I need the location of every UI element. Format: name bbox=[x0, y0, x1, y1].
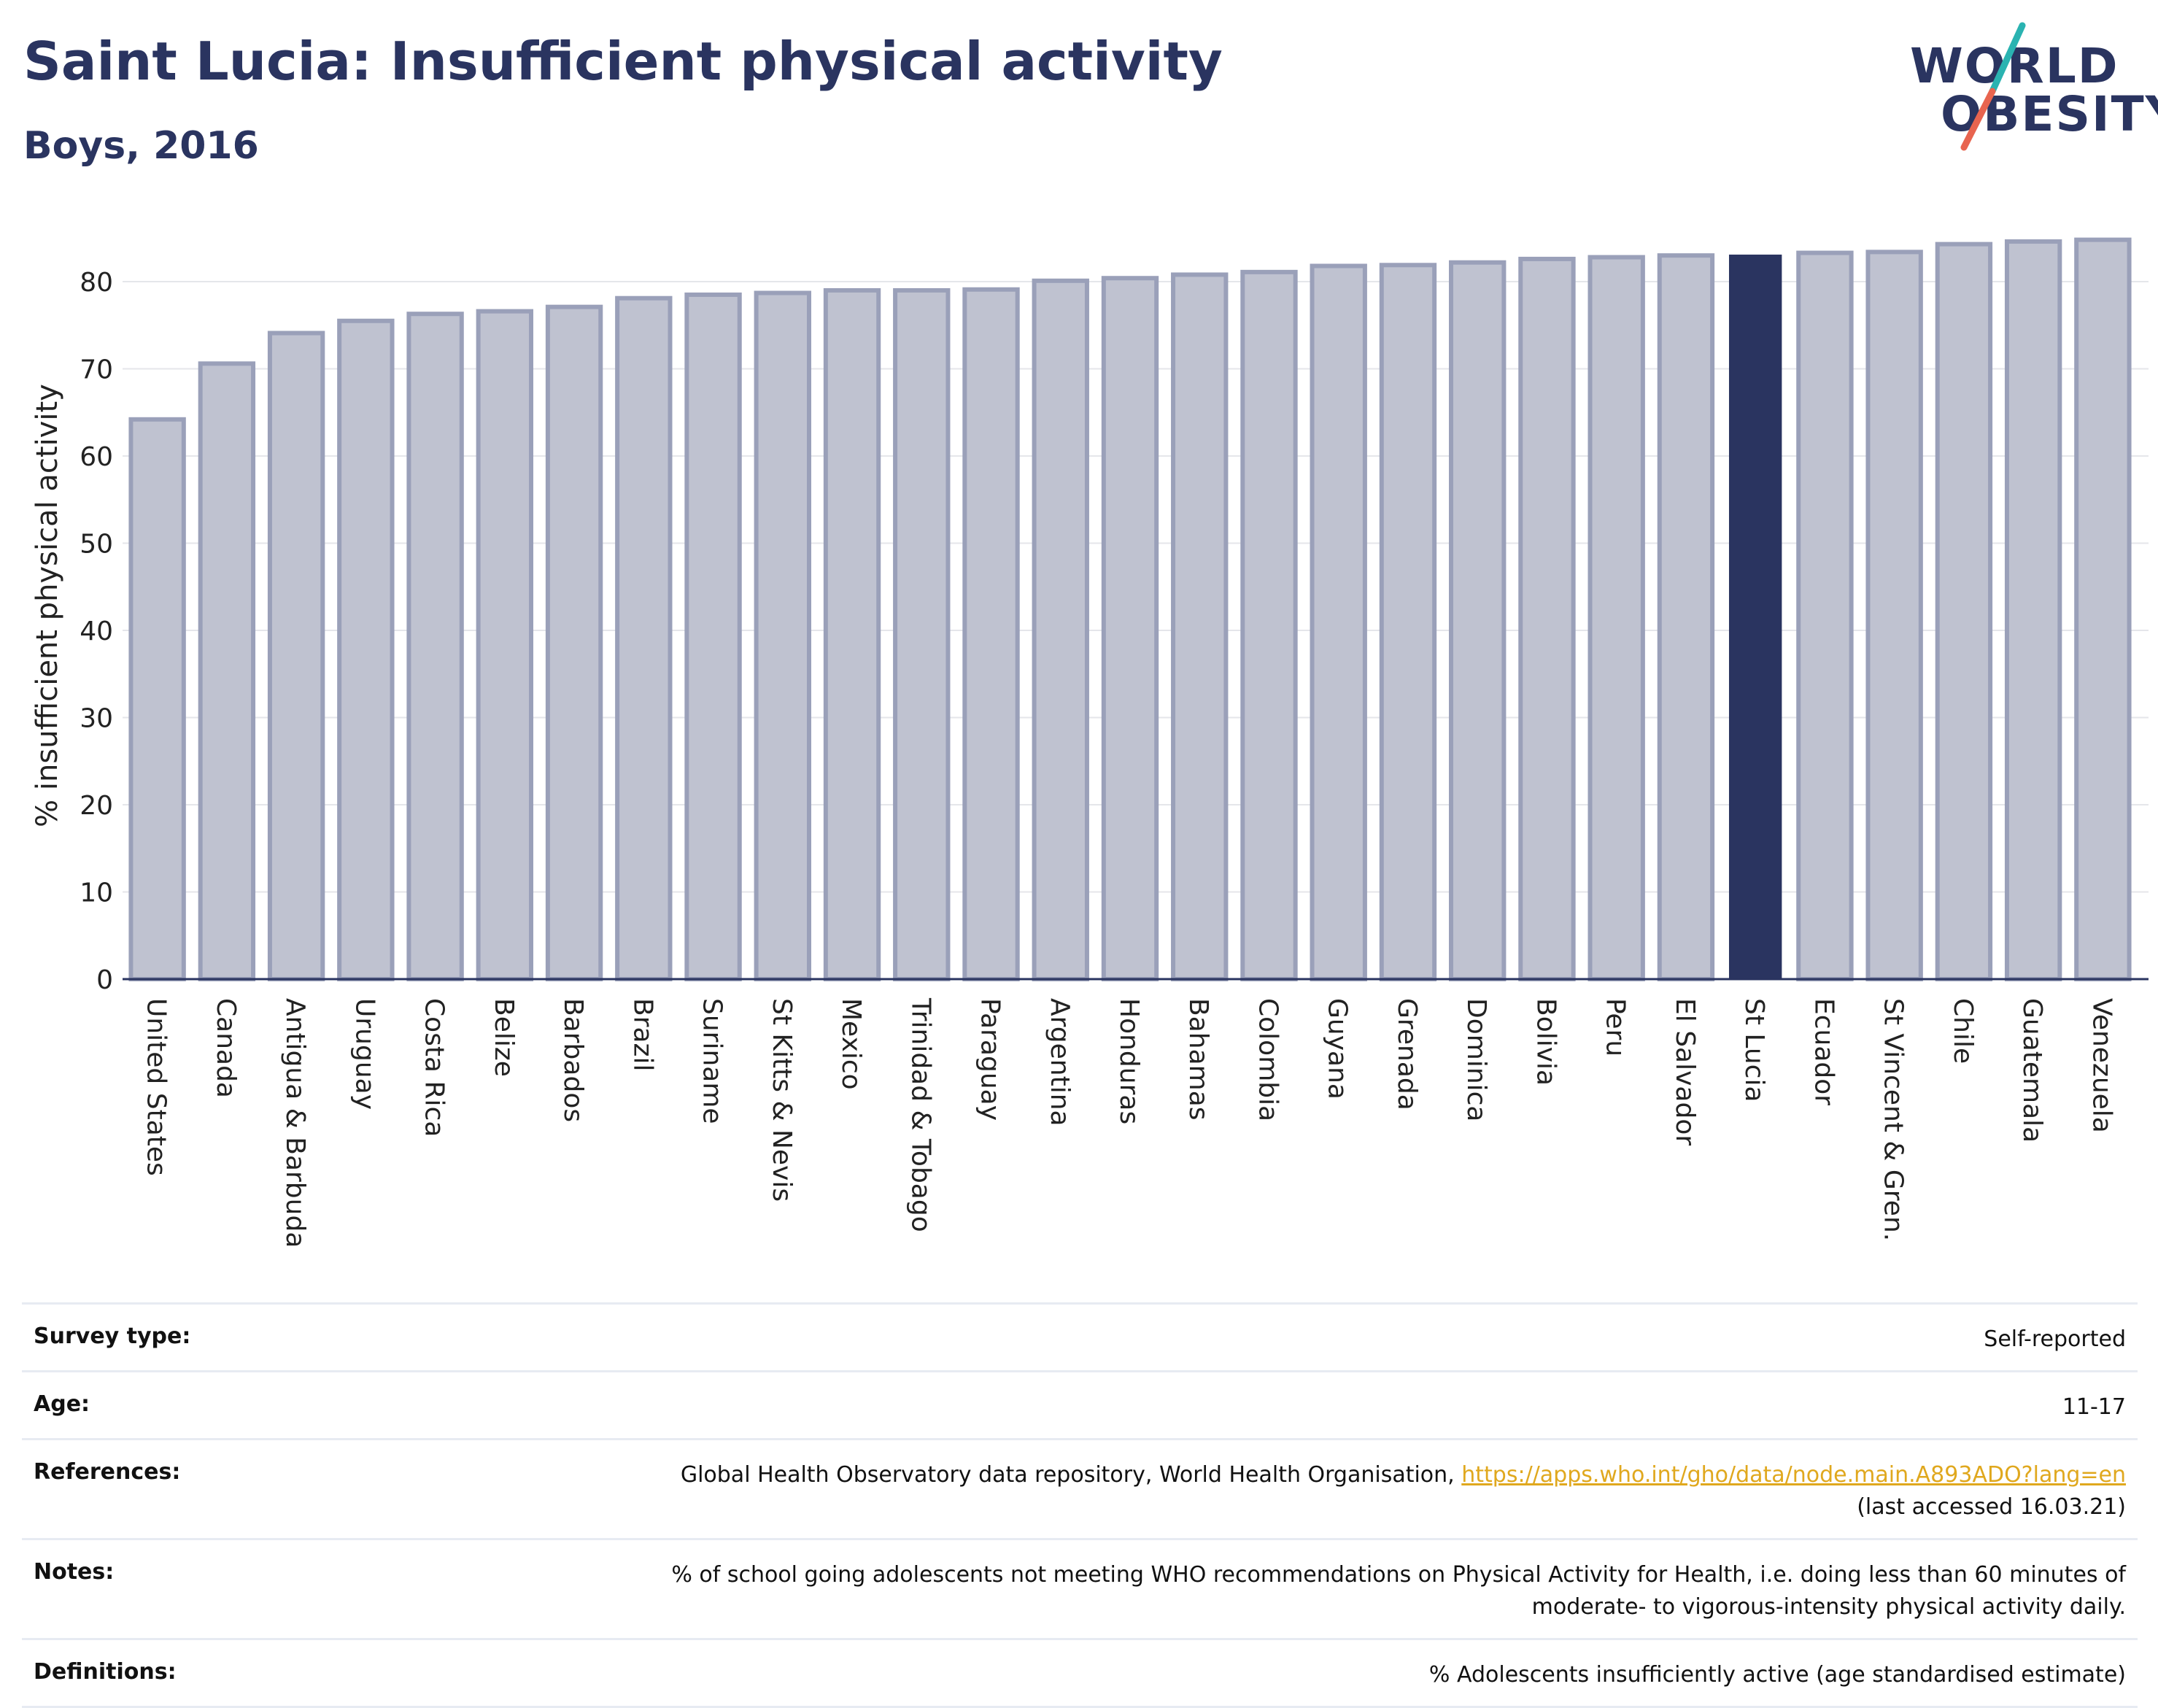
x-tick-label: Mexico bbox=[836, 998, 866, 1090]
bar bbox=[1379, 263, 1437, 982]
bar bbox=[1171, 272, 1229, 981]
bar-chart: 0 10 20 30 40 50 60 70 80 United States Canada Anti… bbox=[31, 237, 2149, 1248]
bar bbox=[1449, 260, 1507, 981]
survey-type-label: Survey type: bbox=[34, 1323, 191, 1349]
x-tick-label: Paraguay bbox=[975, 998, 1005, 1121]
bar-highlighted bbox=[1728, 254, 1782, 980]
age-label: Age: bbox=[34, 1391, 90, 1417]
x-tick-label: Bolivia bbox=[1531, 998, 1561, 1086]
bar bbox=[962, 287, 1020, 981]
x-tick-label: Ecuador bbox=[1809, 998, 1838, 1105]
y-tick-label: 80 bbox=[80, 268, 113, 298]
references-accessed: (last accessed 16.03.21) bbox=[1857, 1494, 2126, 1520]
page-title: Saint Lucia: Insufficient physical activ… bbox=[23, 31, 1223, 92]
x-tick-label: Colombia bbox=[1253, 998, 1283, 1121]
bar bbox=[823, 287, 881, 981]
x-tick-label: Brazil bbox=[627, 998, 657, 1071]
logo-slash-icon bbox=[1960, 22, 2026, 151]
page-subtitle: Boys, 2016 bbox=[23, 124, 259, 168]
definitions-value: % Adolescents insufficiently active (age… bbox=[1428, 1662, 2126, 1688]
notes-value: % of school going adolescents not meetin… bbox=[671, 1559, 2126, 1623]
notes-line-1: % of school going adolescents not meetin… bbox=[671, 1562, 2126, 1588]
info-row-definitions: Definitions: % Adolescents insufficientl… bbox=[22, 1638, 2138, 1708]
y-tick-label: 0 bbox=[96, 965, 113, 995]
x-tick-label: Antigua & Barbuda bbox=[280, 998, 310, 1248]
tick-labels: 0 10 20 30 40 50 60 70 80 United States Canada Anti… bbox=[80, 268, 2116, 1248]
bar bbox=[2004, 239, 2062, 981]
bar bbox=[754, 290, 811, 982]
x-tick-label: Peru bbox=[1601, 998, 1631, 1056]
logo-text-obesity: OBESITY bbox=[1941, 86, 2158, 142]
x-tick-label: United States bbox=[142, 998, 171, 1176]
x-tick-label: Chile bbox=[1948, 998, 1978, 1064]
references-link[interactable]: https://apps.who.int/gho/data/node.main.… bbox=[1461, 1462, 2126, 1488]
bar bbox=[1310, 263, 1367, 981]
x-tick-label: Guatemala bbox=[2017, 998, 2047, 1143]
bar bbox=[476, 309, 534, 981]
notes-label: Notes: bbox=[34, 1559, 115, 1585]
x-tick-label: Trinidad & Tobago bbox=[905, 997, 935, 1232]
info-row-references: References: Global Health Observatory da… bbox=[22, 1438, 2138, 1538]
x-tick-label: Uruguay bbox=[349, 998, 379, 1110]
bar bbox=[337, 318, 395, 981]
bar bbox=[198, 361, 256, 981]
bars bbox=[128, 237, 2132, 982]
y-tick-label: 30 bbox=[80, 704, 113, 734]
bar bbox=[2074, 237, 2132, 981]
info-table: Survey type: Self-reported Age: 11-17 Re… bbox=[22, 1302, 2138, 1708]
x-tick-label: St Lucia bbox=[1739, 998, 1769, 1102]
bar bbox=[128, 417, 186, 981]
bar bbox=[1587, 255, 1645, 982]
x-tick-label: Suriname bbox=[697, 998, 727, 1124]
x-tick-label: Dominica bbox=[1461, 998, 1491, 1122]
bar bbox=[1657, 253, 1715, 981]
bar bbox=[1518, 256, 1576, 981]
x-tick-label: Argentina bbox=[1045, 998, 1075, 1127]
bar bbox=[684, 292, 742, 981]
x-tick-label: Canada bbox=[211, 998, 241, 1098]
info-row-survey-type: Survey type: Self-reported bbox=[22, 1302, 2138, 1370]
bar bbox=[545, 304, 603, 981]
x-tick-label: Bahamas bbox=[1183, 998, 1213, 1121]
x-tick-label: El Salvador bbox=[1670, 998, 1700, 1145]
bar bbox=[1032, 278, 1089, 981]
y-tick-label: 50 bbox=[80, 530, 113, 560]
definitions-label: Definitions: bbox=[34, 1659, 177, 1685]
y-tick-label: 60 bbox=[80, 442, 113, 472]
bar bbox=[1865, 250, 1923, 981]
bar bbox=[1935, 241, 1993, 981]
x-tick-label: Grenada bbox=[1392, 998, 1422, 1110]
bar bbox=[1101, 276, 1159, 982]
bar bbox=[1796, 250, 1854, 981]
world-obesity-logo: WORLD OBESITY bbox=[1897, 22, 2158, 161]
bar bbox=[267, 331, 325, 981]
x-tick-label: Honduras bbox=[1114, 998, 1144, 1124]
references-value: Global Health Observatory data repositor… bbox=[681, 1459, 2126, 1523]
bar bbox=[406, 312, 464, 981]
y-tick-label: 20 bbox=[80, 791, 113, 821]
references-label: References: bbox=[34, 1459, 181, 1485]
x-tick-label: Guyana bbox=[1323, 998, 1353, 1100]
x-tick-label: Barbados bbox=[558, 998, 588, 1122]
y-tick-label: 40 bbox=[80, 617, 113, 646]
bar bbox=[615, 295, 673, 981]
y-tick-label: 10 bbox=[80, 878, 113, 908]
y-tick-label: 70 bbox=[80, 355, 113, 385]
y-axis-label: % insufficient physical activity bbox=[31, 384, 64, 827]
x-tick-label: St Kitts & Nevis bbox=[767, 998, 797, 1202]
info-row-age: Age: 11-17 bbox=[22, 1370, 2138, 1438]
bar bbox=[1240, 269, 1298, 982]
x-tick-label: Belize bbox=[489, 998, 519, 1077]
x-tick-label: St Vincent & Gren. bbox=[1879, 998, 1908, 1241]
x-tick-label: Venezuela bbox=[2087, 998, 2116, 1133]
notes-line-2: moderate- to vigorous-intensity physical… bbox=[1531, 1594, 2126, 1620]
survey-type-value: Self-reported bbox=[1984, 1326, 2126, 1352]
info-row-notes: Notes: % of school going adolescents not… bbox=[22, 1538, 2138, 1638]
references-text: Global Health Observatory data repositor… bbox=[680, 1462, 1455, 1488]
x-tick-label: Costa Rica bbox=[419, 998, 449, 1137]
age-value: 11-17 bbox=[2062, 1394, 2126, 1420]
bar bbox=[893, 287, 951, 981]
